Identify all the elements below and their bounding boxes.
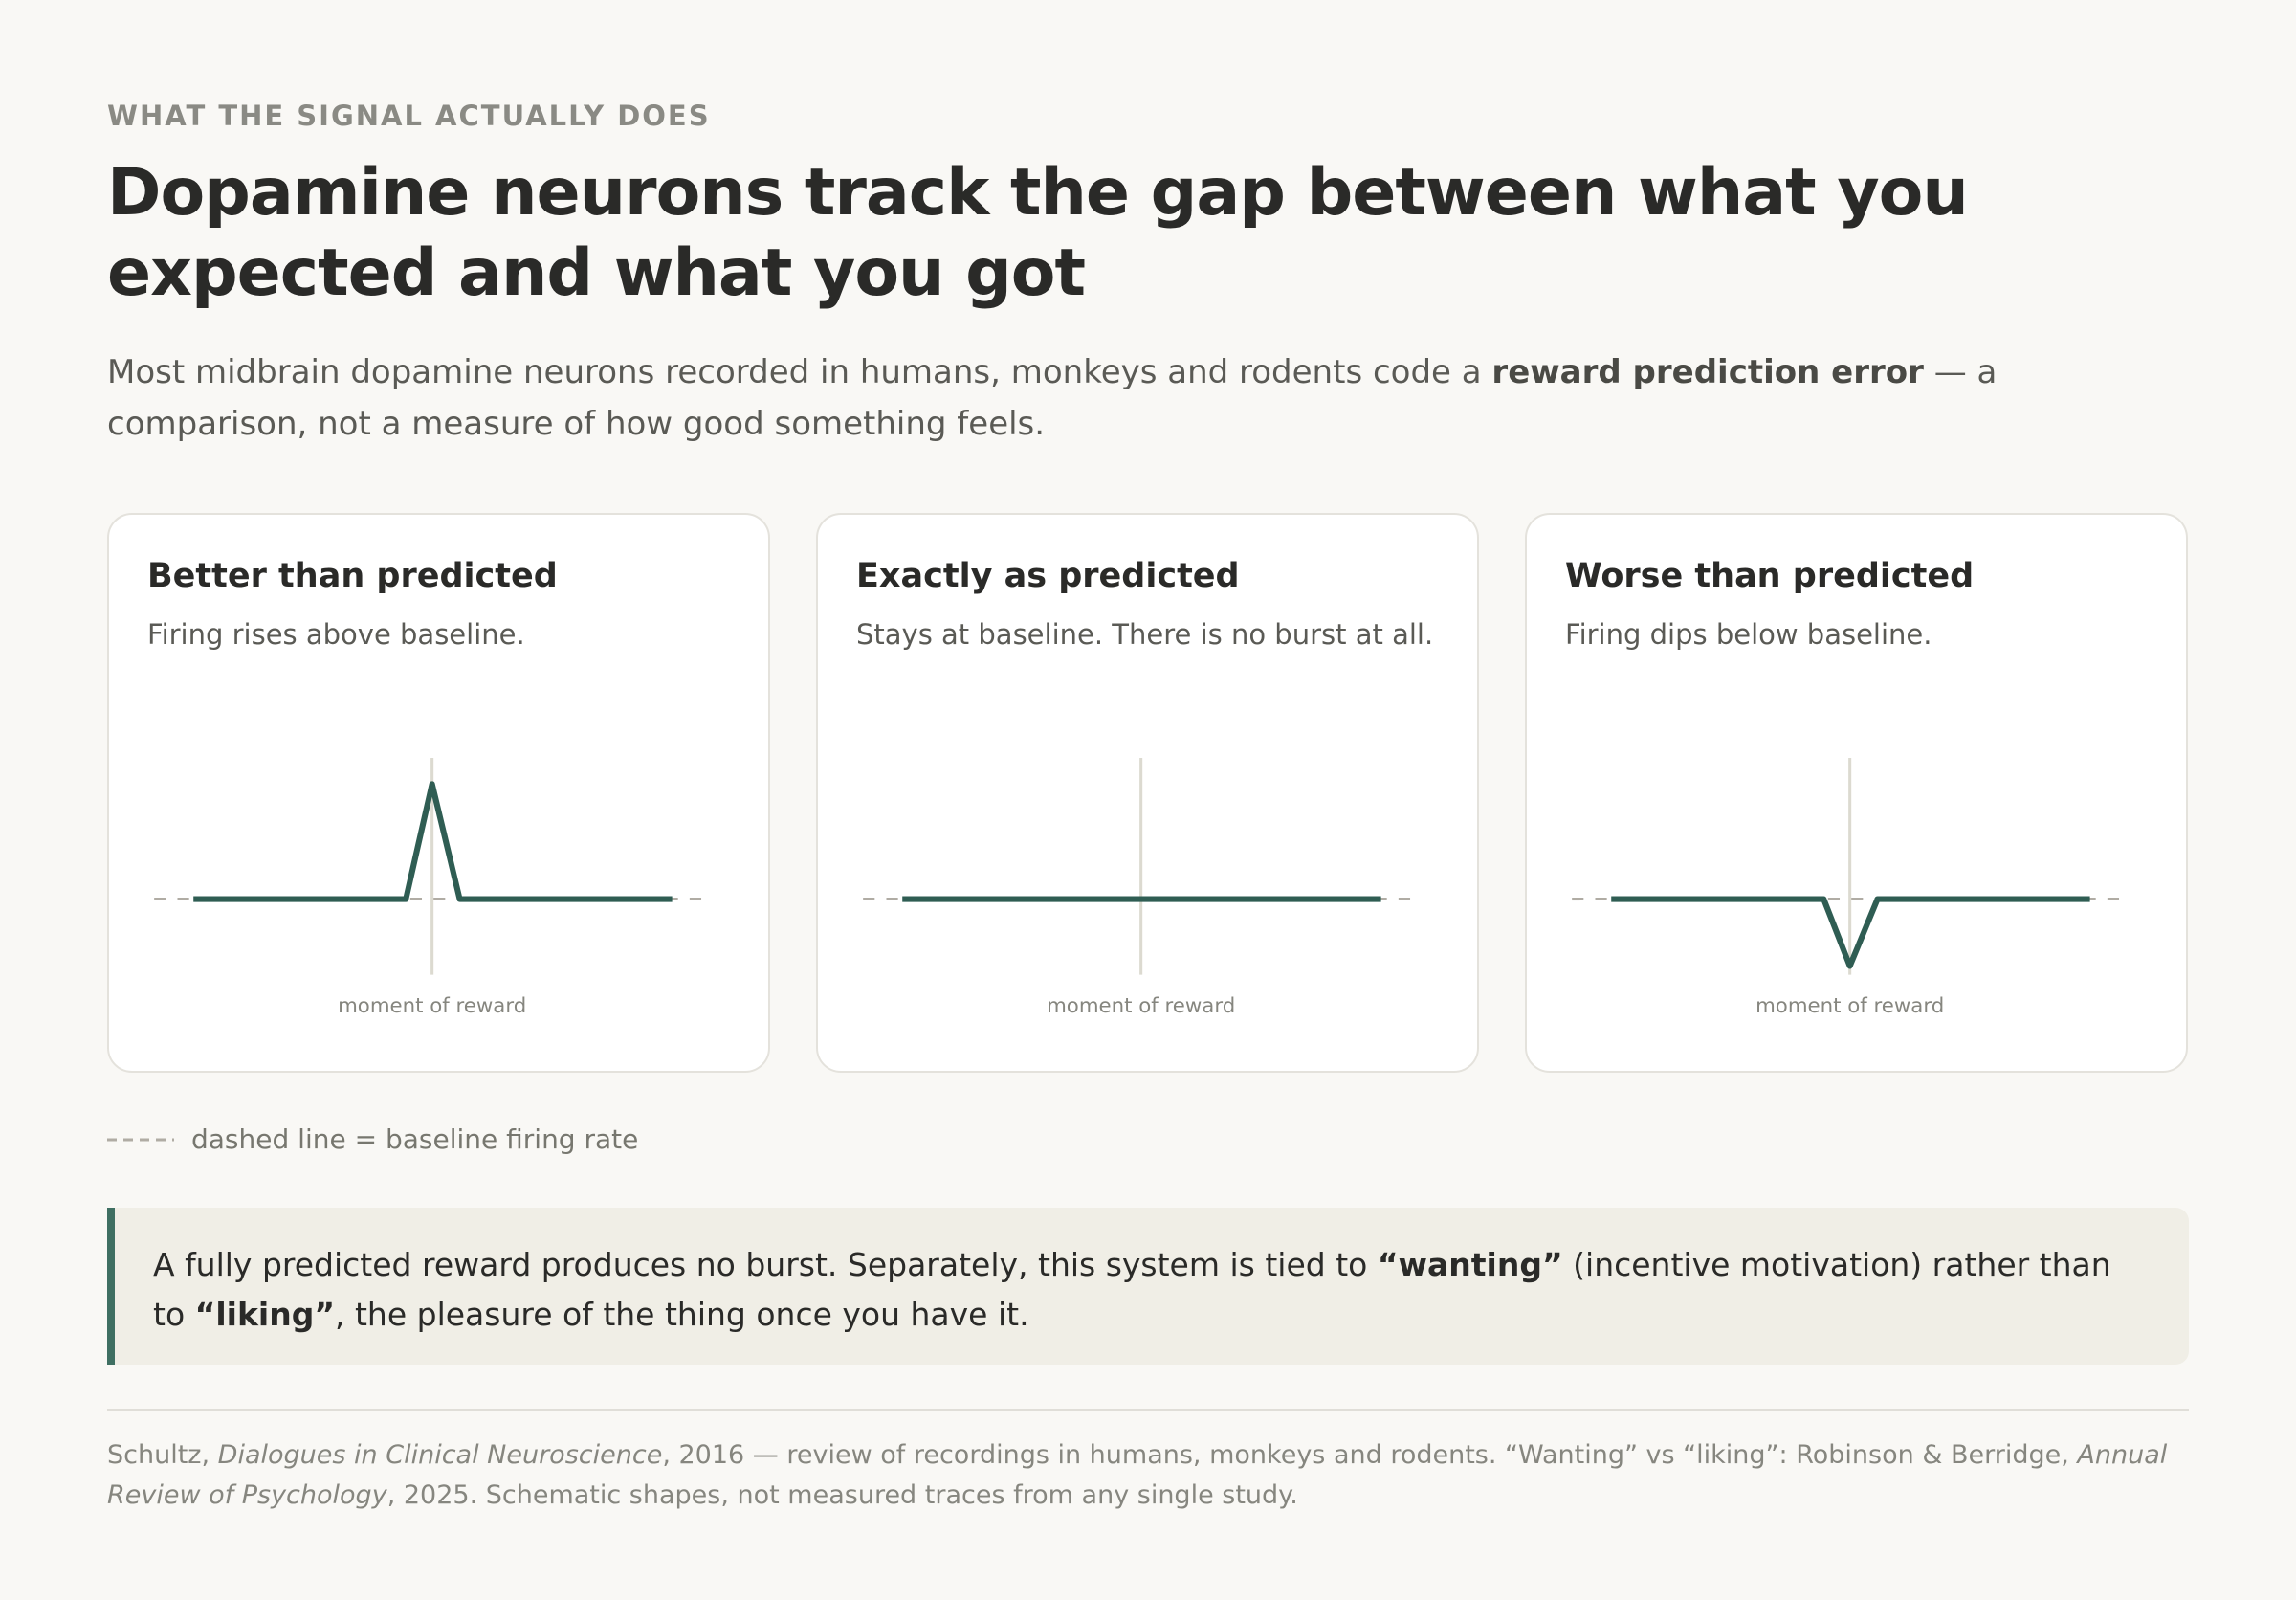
callout: A fully predicted reward produces no bur… bbox=[107, 1208, 2189, 1365]
callout-text: , the pleasure of the thing once you hav… bbox=[335, 1296, 1029, 1333]
trace-chart: moment of reward bbox=[863, 757, 1421, 1018]
callout-text: A fully predicted reward produces no bur… bbox=[153, 1246, 1368, 1283]
card-description: Firing rises above baseline. bbox=[147, 618, 525, 651]
card: Better than predicted Firing rises above… bbox=[107, 513, 770, 1073]
axis-label: moment of reward bbox=[338, 994, 526, 1018]
footnote-text: , 2016 — review of recordings in humans,… bbox=[662, 1440, 2069, 1470]
footnote-italic: Annual Review of Psychology bbox=[107, 1440, 2168, 1510]
lede-bold: reward prediction error bbox=[1491, 353, 1924, 391]
title: Dopamine neurons track the gap between w… bbox=[107, 155, 1969, 311]
legend-swatch bbox=[107, 1138, 174, 1141]
legend-text: dashed line = baseline firing rate bbox=[191, 1123, 639, 1155]
lede: Most midbrain dopamine neurons recorded … bbox=[107, 346, 2001, 450]
trace-chart: moment of reward bbox=[154, 757, 712, 1018]
card: Exactly as predicted Stays at baseline. … bbox=[816, 513, 1479, 1073]
cards: Better than predicted Firing rises above… bbox=[107, 513, 2188, 1073]
card-title: Worse than predicted bbox=[1565, 557, 1975, 595]
trace bbox=[193, 781, 673, 902]
footnote-text: Schultz, bbox=[107, 1440, 210, 1470]
footnote-italic: Dialogues in Clinical Neuroscience bbox=[217, 1440, 663, 1470]
legend: dashed line = baseline firing rate bbox=[107, 1123, 638, 1155]
card: Worse than predicted Firing dips below b… bbox=[1525, 513, 2188, 1073]
lede-text: Most midbrain dopamine neurons recorded … bbox=[107, 353, 1482, 391]
eyebrow: WHAT THE SIGNAL ACTUALLY DOES bbox=[107, 100, 711, 132]
trace-chart: moment of reward bbox=[1572, 757, 2130, 1018]
card-description: Firing dips below baseline. bbox=[1565, 618, 1932, 651]
callout-bold: “wanting” bbox=[1377, 1246, 1563, 1283]
callout-text: (incentive motivation) rather than to bbox=[153, 1246, 2111, 1333]
card-description: Stays at baseline. There is no burst at … bbox=[856, 618, 1434, 651]
axis-label: moment of reward bbox=[1047, 994, 1235, 1018]
card-title: Exactly as predicted bbox=[856, 557, 1240, 595]
lede-text: — a comparison, not a measure of how goo… bbox=[107, 353, 1998, 443]
trace bbox=[1611, 896, 2090, 969]
axis-label: moment of reward bbox=[1755, 994, 1944, 1018]
footnote: Schultz, Dialogues in Clinical Neuroscie… bbox=[107, 1435, 2189, 1516]
card-title: Better than predicted bbox=[147, 557, 558, 595]
callout-bold: “liking” bbox=[194, 1296, 336, 1333]
divider bbox=[107, 1409, 2189, 1411]
footnote-text: , 2025. Schematic shapes, not measured t… bbox=[386, 1480, 1298, 1510]
